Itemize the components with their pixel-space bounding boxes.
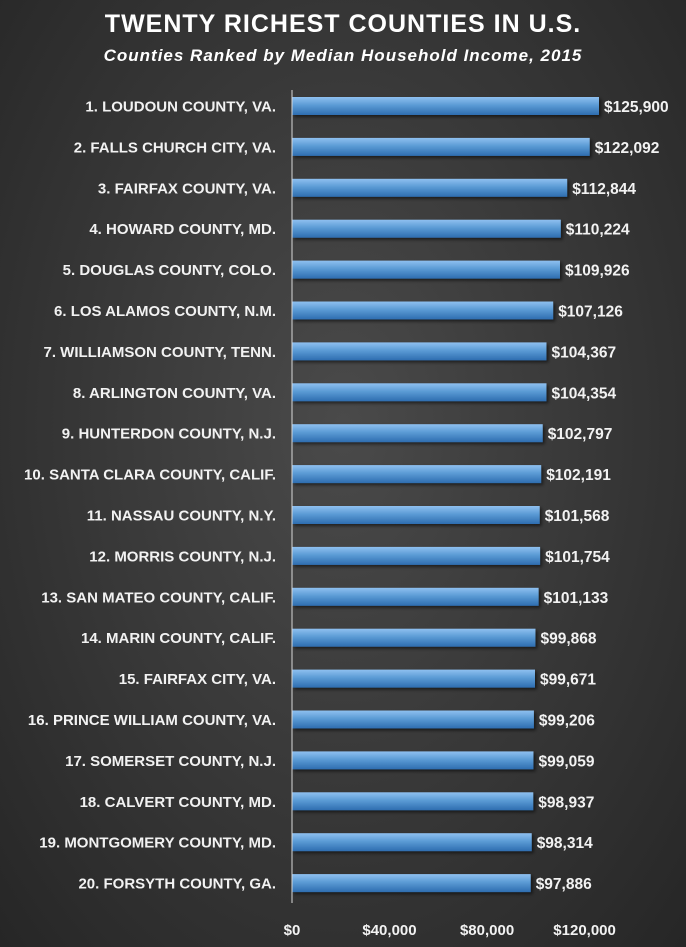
data-label-2: $122,092 (595, 140, 660, 157)
bar-18 (292, 792, 534, 811)
data-label-12: $101,754 (545, 549, 610, 566)
bar-9 (292, 424, 543, 443)
data-label-1: $125,900 (604, 99, 669, 116)
bar-17 (292, 751, 534, 770)
bar-16 (292, 710, 534, 729)
data-label-8: $104,354 (552, 385, 617, 402)
bar-2 (292, 137, 590, 156)
bar-3 (292, 178, 568, 197)
category-label-16: 16. PRINCE WILLIAM COUNTY, VA. (28, 712, 276, 729)
category-label-7: 7. WILLIAMSON COUNTY, TENN. (44, 344, 277, 361)
bar-13 (292, 587, 539, 606)
category-label-6: 6. LOS ALAMOS COUNTY, N.M. (54, 303, 276, 320)
data-label-4: $110,224 (566, 222, 630, 239)
category-label-3: 3. FAIRFAX COUNTY, VA. (98, 180, 276, 197)
category-label-5: 5. DOUGLAS COUNTY, COLO. (63, 262, 276, 279)
x-tick-label-1: $40,000 (362, 922, 416, 939)
category-label-14: 14. MARIN COUNTY, CALIF. (81, 630, 276, 647)
category-label-15: 15. FAIRFAX CITY, VA. (119, 671, 276, 688)
bars-layer (292, 97, 599, 893)
category-label-1: 1. LOUDOUN COUNTY, VA. (85, 99, 276, 116)
data-label-6: $107,126 (558, 304, 623, 321)
x-tick-label-0: $0 (284, 922, 301, 939)
data-label-3: $112,844 (572, 181, 636, 198)
data-label-9: $102,797 (548, 426, 613, 443)
category-label-11: 11. NASSAU COUNTY, N.Y. (87, 508, 276, 525)
category-label-20: 20. FORSYTH COUNTY, GA. (78, 876, 276, 893)
bar-5 (292, 260, 560, 279)
bar-19 (292, 833, 532, 852)
bar-20 (292, 874, 531, 893)
category-label-8: 8. ARLINGTON COUNTY, VA. (73, 385, 276, 402)
x-axis: $0 $40,000 $80,000 $120,000 (284, 90, 616, 939)
x-tick-label-3: $120,000 (553, 922, 616, 939)
data-label-19: $98,314 (537, 835, 593, 852)
data-label-15: $99,671 (540, 672, 596, 689)
chart-title: TWENTY RICHEST COUNTIES IN U.S. (104, 10, 582, 38)
bar-11 (292, 506, 540, 524)
bar-14 (292, 628, 536, 647)
bar-12 (292, 546, 541, 565)
category-label-10: 10. SANTA CLARA COUNTY, CALIF. (24, 467, 276, 484)
category-label-12: 12. MORRIS COUNTY, N.J. (89, 548, 276, 565)
category-label-4: 4. HOWARD COUNTY, MD. (89, 221, 276, 238)
category-label-9: 9. HUNTERDON COUNTY, N.J. (62, 426, 276, 443)
data-label-13: $101,133 (544, 590, 609, 607)
category-labels: 1. LOUDOUN COUNTY, VA. 2. FALLS CHURCH CI… (24, 99, 276, 893)
bar-7 (292, 342, 547, 361)
category-label-2: 2. FALLS CHURCH CITY, VA. (74, 139, 276, 156)
data-label-17: $99,059 (539, 753, 595, 770)
bar-4 (292, 219, 561, 238)
x-tick-label-2: $80,000 (460, 922, 514, 939)
data-label-5: $109,926 (565, 263, 630, 280)
data-label-16: $99,206 (539, 713, 595, 730)
category-label-19: 19. MONTGOMERY COUNTY, MD. (39, 835, 276, 852)
bar-8 (292, 383, 547, 402)
category-label-17: 17. SOMERSET COUNTY, N.J. (65, 753, 276, 770)
data-label-7: $104,367 (552, 344, 617, 361)
bar-15 (292, 669, 535, 688)
bar-1 (292, 97, 599, 115)
data-label-10: $102,191 (546, 467, 611, 484)
data-label-14: $99,868 (541, 631, 597, 648)
data-label-18: $98,937 (538, 794, 594, 811)
data-label-20: $97,886 (536, 876, 592, 893)
category-label-18: 18. CALVERT COUNTY, MD. (80, 794, 276, 811)
category-label-13: 13. SAN MATEO COUNTY, CALIF. (41, 589, 276, 606)
bar-10 (292, 465, 542, 484)
value-labels: $125,900 $122,092 $112,844 $110,224 $109,926… (536, 99, 669, 893)
data-label-11: $101,568 (545, 508, 610, 525)
bar-6 (292, 301, 554, 320)
chart-subtitle: Counties Ranked by Median Household Inco… (103, 46, 583, 65)
